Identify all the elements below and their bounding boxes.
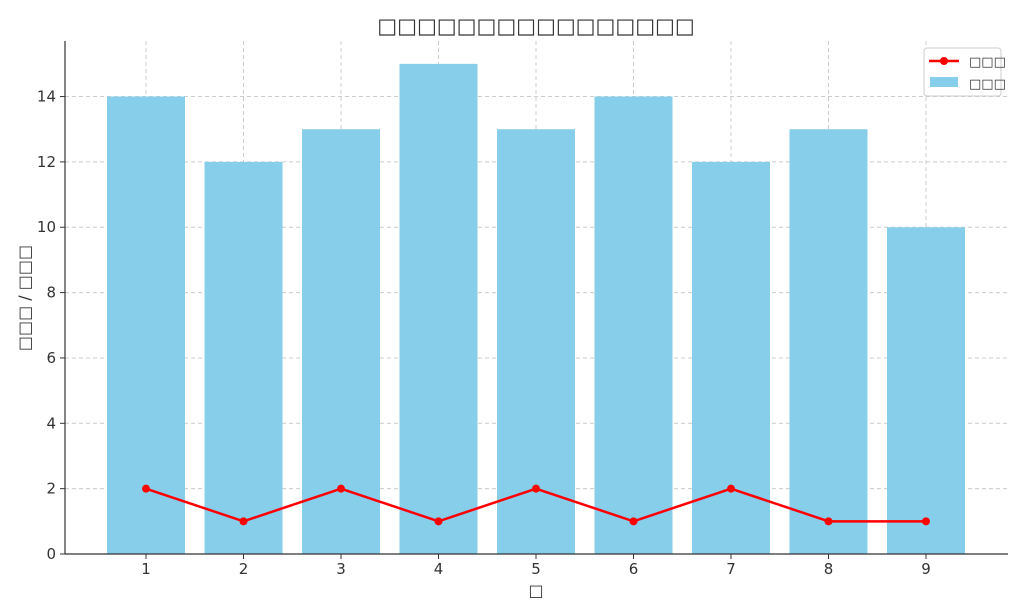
line-point-6 (629, 517, 638, 526)
line-point-5 (532, 484, 540, 493)
legend-label-bar: □□□ (969, 77, 1006, 92)
line-point-2 (239, 517, 248, 526)
line-point-9 (922, 517, 930, 526)
x-axis-label: □ (528, 581, 543, 600)
legend-bar-swatch (930, 77, 958, 87)
x-tick-label: 2 (239, 560, 249, 578)
bar-series (107, 63, 965, 555)
x-tick-label: 3 (336, 560, 346, 578)
line-point-4 (434, 517, 443, 526)
axes (60, 41, 1008, 559)
y-tick-label: 12 (37, 153, 56, 171)
x-tick-label: 1 (141, 560, 151, 578)
line-point-7 (727, 484, 735, 493)
bar-9 (887, 227, 965, 554)
line-point-3 (337, 484, 345, 493)
bar-7 (692, 161, 770, 555)
line-series (142, 484, 930, 526)
y-tick-label: 14 (37, 88, 56, 106)
bar-2 (204, 161, 283, 555)
bar-5 (497, 129, 575, 554)
x-tick-label: 4 (434, 560, 444, 578)
x-tick-label: 7 (726, 560, 736, 578)
legend-label-line: □□□ (969, 55, 1006, 70)
line-point-1 (142, 484, 150, 493)
bar-6 (594, 96, 673, 555)
y-tick-label: 0 (46, 545, 56, 563)
y-tick-label: 4 (46, 414, 56, 432)
x-tick-label: 5 (531, 560, 541, 578)
legend-line-marker (940, 57, 948, 65)
x-tick-label: 6 (629, 560, 639, 578)
y-axis-label: □□□ / □□□ (15, 245, 34, 351)
bar-4 (399, 63, 478, 554)
legend: □□□ □□□ (923, 47, 1006, 97)
line-point-8 (824, 517, 833, 526)
chart-title: □□□□□□□□□□□□□□□□ (377, 14, 694, 38)
bar-3 (302, 129, 380, 554)
bar-8 (789, 129, 868, 554)
x-tick-label: 8 (824, 560, 834, 578)
bar-1 (107, 96, 185, 555)
y-tick-label: 8 (46, 284, 56, 302)
y-tick-label: 10 (37, 218, 56, 236)
y-tick-label: 6 (46, 349, 56, 367)
x-tick-label: 9 (921, 560, 931, 578)
y-tick-label: 2 (46, 480, 56, 498)
